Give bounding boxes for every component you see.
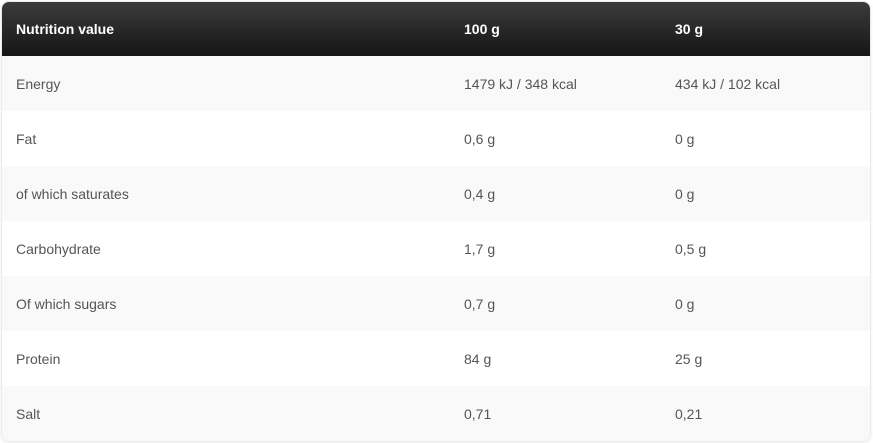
nutrient-name: Energy xyxy=(16,75,61,92)
value-30g: 0,21 xyxy=(675,405,703,422)
nutrient-name: of which saturates xyxy=(16,185,129,202)
value-30g: 0,5 g xyxy=(675,240,707,257)
nutrient-name: Carbohydrate xyxy=(16,240,101,257)
nutrient-name: Fat xyxy=(16,130,37,147)
value-100g: 0,6 g xyxy=(464,130,496,147)
value-30g: 0 g xyxy=(675,185,695,202)
nutrient-name: Of which sugars xyxy=(16,295,117,312)
table-row: Carbohydrate 1,7 g 0,5 g xyxy=(2,221,870,276)
table-row: Protein 84 g 25 g xyxy=(2,331,870,386)
nutrient-name: Salt xyxy=(16,405,41,422)
value-30g: 0 g xyxy=(675,295,695,312)
table-row: Energy 1479 kJ / 348 kcal 434 kJ / 102 kca… xyxy=(2,56,870,111)
value-100g: 0,7 g xyxy=(464,295,496,312)
value-30g: 25 g xyxy=(675,350,703,367)
value-100g: 1,7 g xyxy=(464,240,496,257)
table-row: Fat 0,6 g 0 g xyxy=(2,111,870,166)
value-100g: 84 g xyxy=(464,350,492,367)
header-100g: 100 g xyxy=(464,21,500,37)
value-100g: 0,4 g xyxy=(464,185,496,202)
value-30g: 0 g xyxy=(675,130,695,147)
value-100g: 1479 kJ / 348 kcal xyxy=(464,75,577,92)
table-row: of which saturates 0,4 g 0 g xyxy=(2,166,870,221)
nutrient-name: Protein xyxy=(16,350,61,367)
table-row: Salt 0,71 0,21 xyxy=(2,386,870,441)
header-30g: 30 g xyxy=(675,21,704,37)
table-header: Nutrition value 100 g 30 g xyxy=(2,2,870,56)
header-nutrition-value: Nutrition value xyxy=(16,21,115,37)
table-row: Of which sugars 0,7 g 0 g xyxy=(2,276,870,331)
value-30g: 434 kJ / 102 kcal xyxy=(675,75,781,92)
value-100g: 0,71 xyxy=(464,405,492,422)
